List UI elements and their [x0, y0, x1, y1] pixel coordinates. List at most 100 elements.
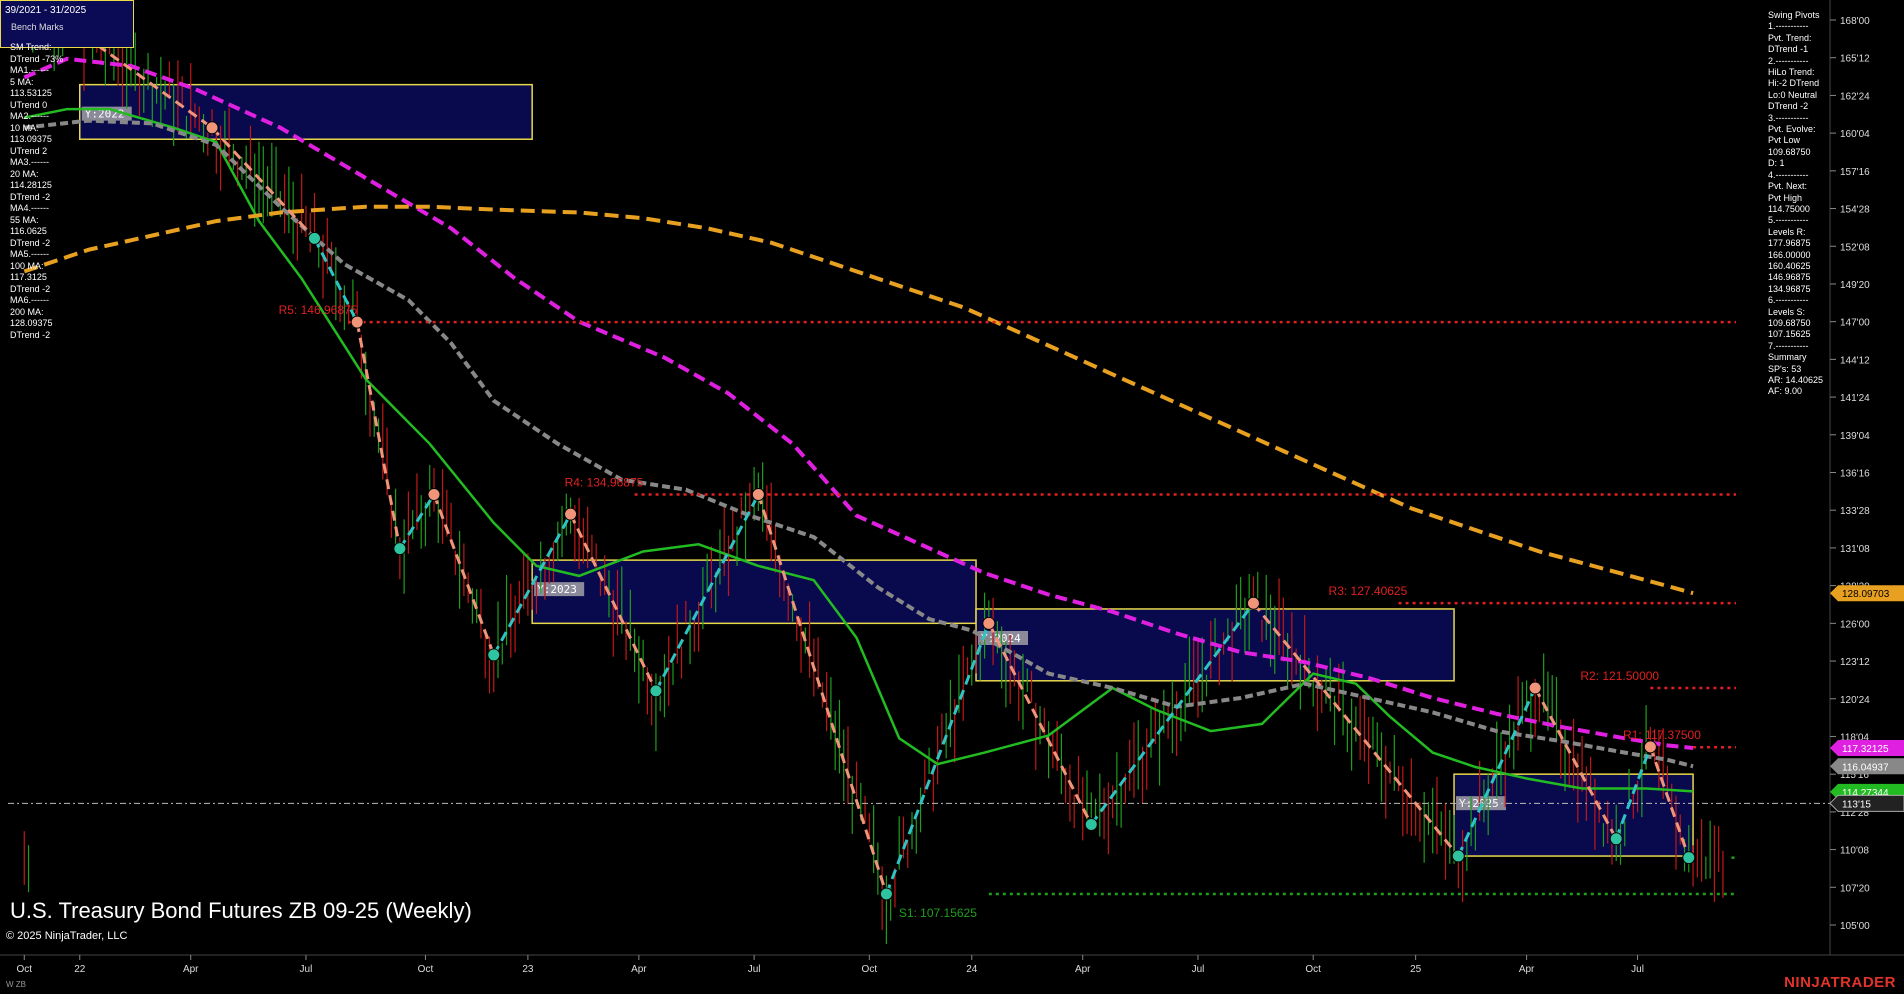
bench-mark-line: 10 MA: [10, 122, 39, 133]
price-badge: 113'15 [1829, 794, 1904, 812]
price-badge: 128.09703 [1830, 585, 1904, 602]
swing-pivot-line: Levels S: [1768, 306, 1806, 317]
price-tick-label: 120'24 [1840, 695, 1870, 706]
swing-pivot-line: HiLo Trend: [1768, 67, 1815, 78]
support-label: S1: 107.15625 [899, 906, 977, 920]
time-tick-label: Apr [631, 964, 647, 975]
price-tick-label: 154'28 [1840, 205, 1870, 216]
swing-pivot-point [564, 507, 578, 521]
swing-line [987, 622, 1093, 826]
swing-line [1090, 602, 1255, 826]
price-tick-label: 123'12 [1840, 657, 1870, 668]
price-badge-label: 117.32125 [1842, 744, 1889, 755]
swing-pivot-point [307, 231, 321, 245]
ma-line [24, 107, 1694, 793]
price-tick-label: 144'12 [1840, 355, 1870, 366]
ma-line [24, 118, 1694, 769]
swing-pivot-point [879, 887, 893, 901]
ma-line [23, 204, 1694, 596]
swing-pivot-line: Hi:-2 DTrend [1768, 78, 1820, 89]
swing-pivot-line: Pvt. Evolve: [1768, 124, 1816, 135]
swing-pivot-line: 7.----------- [1768, 340, 1809, 351]
bench-mark-line: DTrend -2 [10, 329, 51, 340]
year-box-label: Y:2023 [537, 583, 577, 596]
swing-pivot-line: Lo:0 Neutral [1768, 89, 1818, 100]
bench-mark-line: DTrend -2 [10, 191, 51, 202]
time-tick-label: Apr [1075, 964, 1091, 975]
time-tick-label: Oct [418, 964, 434, 975]
price-badge-label: 116.04937 [1842, 762, 1889, 773]
price-tick-label: 115'16 [1840, 770, 1869, 781]
bench-mark-line: DTrend -2 [10, 283, 51, 294]
swing-line [654, 493, 760, 692]
bench-mark-line: 5 MA: [10, 76, 34, 87]
swing-line [756, 494, 888, 895]
bench-mark-line: DTrend -2 [10, 237, 51, 248]
price-tick-label: 107'20 [1840, 883, 1870, 894]
swing-line [1252, 602, 1460, 857]
swing-line [355, 321, 402, 549]
swing-pivots-panel: Swing Pivots 1.----------- Pvt. Trend: DTre… [1768, 10, 1858, 398]
swing-pivot-line: 4.----------- [1768, 169, 1809, 180]
swing-pivot-line: 146.96875 [1768, 272, 1811, 283]
price-tick-label: 139'04 [1840, 431, 1870, 442]
price-tick-label: 126'00 [1840, 619, 1870, 630]
time-tick-label: Apr [1519, 964, 1535, 975]
bench-mark-line: 20 MA: [10, 168, 39, 179]
swing-pivot-point [1682, 851, 1696, 865]
price-badge-bg [1830, 758, 1904, 775]
bench-mark-line: DTrend -73% [10, 53, 64, 64]
instrument-label: W ZB [6, 980, 26, 989]
year-box-label-bg [978, 630, 1029, 645]
price-badge-bg [1830, 585, 1904, 602]
time-tick-label: Oct [16, 964, 32, 975]
time-tick-label: Jul [300, 964, 313, 975]
time-tick-label: 25 [1410, 964, 1422, 975]
price-badge-label: 114.27344 [1842, 788, 1889, 799]
time-tick-label: Apr [183, 964, 199, 975]
swing-pivot-line: 6.----------- [1768, 295, 1809, 306]
resistance-label: R4: 134.96875 [565, 475, 644, 489]
bench-mark-line: MA1.------ [10, 65, 49, 75]
swing-line [398, 493, 436, 550]
swing-pivot-point [649, 684, 663, 698]
copyright: © 2025 NinjaTrader, LLC [6, 930, 128, 942]
bench-mark-line: 100 MA: [10, 260, 44, 271]
bench-marks-label: Bench Marks [11, 22, 64, 32]
bench-mark-line: 55 MA: [10, 214, 39, 225]
swing-pivot-line: 3.----------- [1768, 112, 1809, 123]
swing-pivot-point [487, 648, 501, 662]
price-tick-label: 157'16 [1840, 167, 1870, 178]
year-box-label-bg [534, 582, 585, 597]
swing-pivot-line: Summary [1768, 352, 1807, 363]
bench-mark-line: MA3.------ [10, 157, 49, 167]
swing-pivot-line: D: 1 [1768, 158, 1785, 169]
price-badge: 117.32125 [1830, 740, 1904, 757]
price-tick-label: 152'08 [1840, 242, 1870, 253]
bench-mark-line: 116.0625 [10, 226, 47, 236]
resistance-label: R3: 127.40625 [1329, 584, 1408, 598]
swing-pivot-point [982, 616, 996, 630]
swing-pivot-line: Pvt. Next: [1768, 181, 1808, 192]
price-badge-bg [1829, 794, 1904, 812]
swing-line [210, 126, 316, 240]
bench-mark-line: 113.53125 [10, 88, 52, 98]
swing-line [569, 513, 658, 692]
time-tick-label: 22 [74, 964, 86, 975]
price-badge-label: 113'15 [1842, 799, 1871, 810]
price-badge-label: 128.09703 [1842, 589, 1890, 600]
price-tick-label: 147'00 [1840, 318, 1870, 329]
swing-pivot-point [1451, 849, 1465, 863]
swing-pivot-line: AF: 9.00 [1768, 386, 1803, 397]
bench-mark-line: UTrend 0 [10, 99, 48, 110]
bench-mark-line: MA4.------ [10, 203, 49, 213]
bench-mark-line: 113.09375 [10, 134, 52, 144]
swing-pivot-line: 166.00000 [1768, 249, 1811, 260]
bench-mark-line: 117.3125 [10, 272, 47, 282]
price-tick-label: 133'28 [1840, 506, 1870, 517]
price-badge: 116.04937 [1830, 758, 1904, 775]
time-tick-label: Oct [862, 964, 878, 975]
bench-mark-line: 114.28125 [10, 180, 52, 190]
bench-mark-line: MA5.------ [10, 249, 49, 259]
